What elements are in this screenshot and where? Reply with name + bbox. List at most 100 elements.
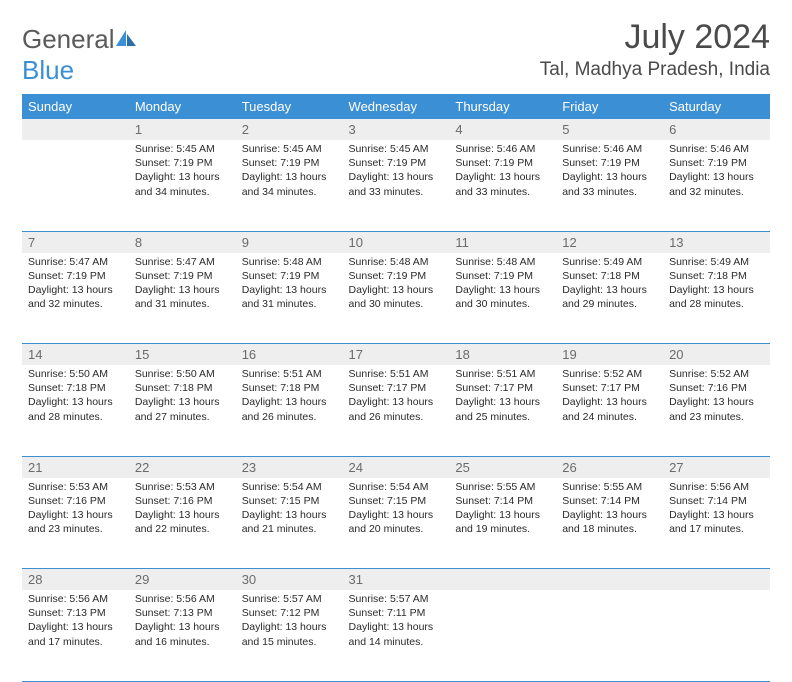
day-cell: Sunrise: 5:49 AMSunset: 7:18 PMDaylight:… <box>556 253 663 344</box>
day-number: 26 <box>556 456 663 478</box>
daynum-row: 21222324252627 <box>22 456 770 478</box>
day-header: Thursday <box>449 94 556 119</box>
day-details: Sunrise: 5:56 AMSunset: 7:13 PMDaylight:… <box>129 590 236 653</box>
day-details: Sunrise: 5:52 AMSunset: 7:17 PMDaylight:… <box>556 365 663 428</box>
day-number: 3 <box>343 119 450 140</box>
day-number: 11 <box>449 231 556 253</box>
day-details: Sunrise: 5:57 AMSunset: 7:12 PMDaylight:… <box>236 590 343 653</box>
day-cell <box>663 590 770 681</box>
logo-sail-icon <box>116 30 138 48</box>
day-details: Sunrise: 5:52 AMSunset: 7:16 PMDaylight:… <box>663 365 770 428</box>
calendar-body: 123456Sunrise: 5:45 AMSunset: 7:19 PMDay… <box>22 119 770 681</box>
day-cell: Sunrise: 5:53 AMSunset: 7:16 PMDaylight:… <box>129 478 236 569</box>
day-cell: Sunrise: 5:50 AMSunset: 7:18 PMDaylight:… <box>22 365 129 456</box>
day-number: 1 <box>129 119 236 140</box>
logo-word2: Blue <box>22 55 74 85</box>
daynum-row: 78910111213 <box>22 231 770 253</box>
day-cell: Sunrise: 5:52 AMSunset: 7:17 PMDaylight:… <box>556 365 663 456</box>
day-cell: Sunrise: 5:54 AMSunset: 7:15 PMDaylight:… <box>236 478 343 569</box>
day-cell: Sunrise: 5:52 AMSunset: 7:16 PMDaylight:… <box>663 365 770 456</box>
day-details: Sunrise: 5:47 AMSunset: 7:19 PMDaylight:… <box>22 253 129 316</box>
day-header: Saturday <box>663 94 770 119</box>
day-details: Sunrise: 5:45 AMSunset: 7:19 PMDaylight:… <box>129 140 236 203</box>
day-cell: Sunrise: 5:46 AMSunset: 7:19 PMDaylight:… <box>663 140 770 231</box>
day-details: Sunrise: 5:45 AMSunset: 7:19 PMDaylight:… <box>343 140 450 203</box>
day-number: 8 <box>129 231 236 253</box>
day-details: Sunrise: 5:46 AMSunset: 7:19 PMDaylight:… <box>556 140 663 203</box>
day-number: 10 <box>343 231 450 253</box>
logo-word1: General <box>22 24 115 54</box>
day-number: 30 <box>236 569 343 591</box>
header: General Blue July 2024 Tal, Madhya Prade… <box>22 18 770 86</box>
day-cell: Sunrise: 5:54 AMSunset: 7:15 PMDaylight:… <box>343 478 450 569</box>
day-number: 25 <box>449 456 556 478</box>
day-cell: Sunrise: 5:57 AMSunset: 7:12 PMDaylight:… <box>236 590 343 681</box>
day-number: 23 <box>236 456 343 478</box>
day-number: 4 <box>449 119 556 140</box>
day-details: Sunrise: 5:56 AMSunset: 7:14 PMDaylight:… <box>663 478 770 541</box>
day-header: Monday <box>129 94 236 119</box>
day-number: 17 <box>343 344 450 366</box>
day-number: 16 <box>236 344 343 366</box>
day-number <box>663 569 770 591</box>
day-details: Sunrise: 5:50 AMSunset: 7:18 PMDaylight:… <box>22 365 129 428</box>
day-number: 27 <box>663 456 770 478</box>
day-cell: Sunrise: 5:51 AMSunset: 7:18 PMDaylight:… <box>236 365 343 456</box>
day-details: Sunrise: 5:57 AMSunset: 7:11 PMDaylight:… <box>343 590 450 653</box>
day-number: 9 <box>236 231 343 253</box>
day-number: 14 <box>22 344 129 366</box>
day-number: 6 <box>663 119 770 140</box>
day-cell: Sunrise: 5:45 AMSunset: 7:19 PMDaylight:… <box>129 140 236 231</box>
day-header: Wednesday <box>343 94 450 119</box>
day-details: Sunrise: 5:51 AMSunset: 7:17 PMDaylight:… <box>449 365 556 428</box>
page-title: July 2024 <box>540 18 770 57</box>
day-cell: Sunrise: 5:48 AMSunset: 7:19 PMDaylight:… <box>343 253 450 344</box>
week-row: Sunrise: 5:53 AMSunset: 7:16 PMDaylight:… <box>22 478 770 569</box>
day-cell: Sunrise: 5:51 AMSunset: 7:17 PMDaylight:… <box>343 365 450 456</box>
day-number: 13 <box>663 231 770 253</box>
day-number: 15 <box>129 344 236 366</box>
daynum-row: 28293031 <box>22 569 770 591</box>
day-number <box>556 569 663 591</box>
day-cell: Sunrise: 5:51 AMSunset: 7:17 PMDaylight:… <box>449 365 556 456</box>
calendar-head: SundayMondayTuesdayWednesdayThursdayFrid… <box>22 94 770 119</box>
day-cell <box>449 590 556 681</box>
day-details: Sunrise: 5:55 AMSunset: 7:14 PMDaylight:… <box>449 478 556 541</box>
week-row: Sunrise: 5:50 AMSunset: 7:18 PMDaylight:… <box>22 365 770 456</box>
day-cell: Sunrise: 5:56 AMSunset: 7:13 PMDaylight:… <box>129 590 236 681</box>
day-cell: Sunrise: 5:47 AMSunset: 7:19 PMDaylight:… <box>129 253 236 344</box>
day-details: Sunrise: 5:55 AMSunset: 7:14 PMDaylight:… <box>556 478 663 541</box>
day-number: 7 <box>22 231 129 253</box>
day-details: Sunrise: 5:53 AMSunset: 7:16 PMDaylight:… <box>129 478 236 541</box>
day-cell: Sunrise: 5:48 AMSunset: 7:19 PMDaylight:… <box>236 253 343 344</box>
logo-text: General Blue <box>22 24 138 86</box>
day-cell: Sunrise: 5:45 AMSunset: 7:19 PMDaylight:… <box>343 140 450 231</box>
day-cell: Sunrise: 5:48 AMSunset: 7:19 PMDaylight:… <box>449 253 556 344</box>
day-details: Sunrise: 5:48 AMSunset: 7:19 PMDaylight:… <box>236 253 343 316</box>
day-number <box>22 119 129 140</box>
day-cell: Sunrise: 5:46 AMSunset: 7:19 PMDaylight:… <box>556 140 663 231</box>
day-number: 28 <box>22 569 129 591</box>
day-header: Sunday <box>22 94 129 119</box>
day-details: Sunrise: 5:46 AMSunset: 7:19 PMDaylight:… <box>449 140 556 203</box>
day-number: 31 <box>343 569 450 591</box>
day-number: 19 <box>556 344 663 366</box>
day-cell: Sunrise: 5:55 AMSunset: 7:14 PMDaylight:… <box>449 478 556 569</box>
day-details: Sunrise: 5:46 AMSunset: 7:19 PMDaylight:… <box>663 140 770 203</box>
day-cell <box>556 590 663 681</box>
daynum-row: 123456 <box>22 119 770 140</box>
day-cell: Sunrise: 5:55 AMSunset: 7:14 PMDaylight:… <box>556 478 663 569</box>
day-number: 22 <box>129 456 236 478</box>
logo: General Blue <box>22 18 138 86</box>
day-details: Sunrise: 5:51 AMSunset: 7:18 PMDaylight:… <box>236 365 343 428</box>
day-number: 29 <box>129 569 236 591</box>
day-details: Sunrise: 5:54 AMSunset: 7:15 PMDaylight:… <box>343 478 450 541</box>
week-row: Sunrise: 5:47 AMSunset: 7:19 PMDaylight:… <box>22 253 770 344</box>
day-details: Sunrise: 5:51 AMSunset: 7:17 PMDaylight:… <box>343 365 450 428</box>
week-row: Sunrise: 5:56 AMSunset: 7:13 PMDaylight:… <box>22 590 770 681</box>
day-details: Sunrise: 5:50 AMSunset: 7:18 PMDaylight:… <box>129 365 236 428</box>
day-number <box>449 569 556 591</box>
week-row: Sunrise: 5:45 AMSunset: 7:19 PMDaylight:… <box>22 140 770 231</box>
day-cell: Sunrise: 5:45 AMSunset: 7:19 PMDaylight:… <box>236 140 343 231</box>
day-cell: Sunrise: 5:50 AMSunset: 7:18 PMDaylight:… <box>129 365 236 456</box>
